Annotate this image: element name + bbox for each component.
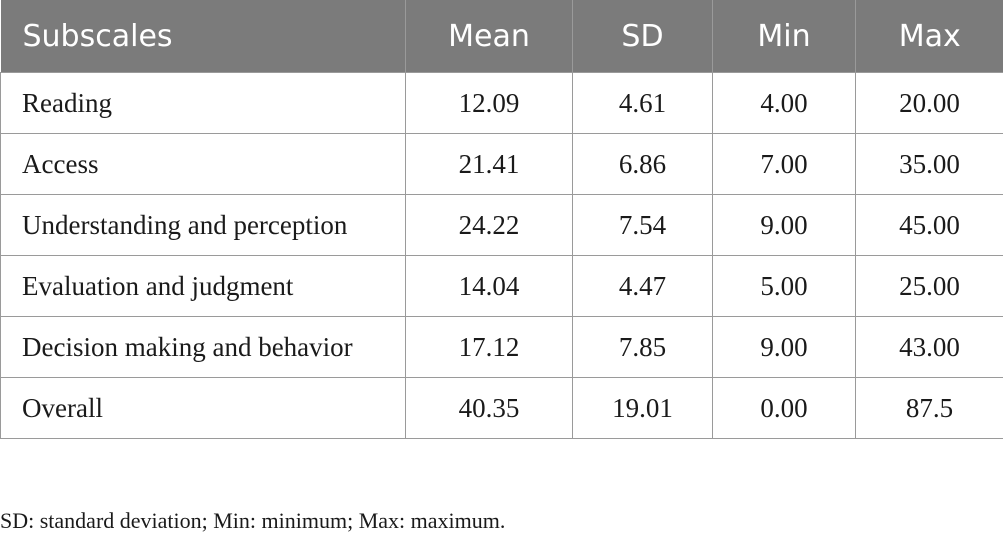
cell-sd: 4.61 — [572, 72, 713, 134]
table-row: Overall 40.35 19.01 0.00 87.5 — [0, 377, 1003, 439]
cell-min: 9.00 — [712, 194, 856, 256]
cell-min: 4.00 — [712, 72, 856, 134]
cell-mean: 12.09 — [405, 72, 573, 134]
cell-subscale: Access — [0, 133, 406, 195]
table-row: Understanding and perception 24.22 7.54 … — [0, 194, 1003, 256]
header-subscales: Subscales — [0, 0, 406, 73]
cell-max: 25.00 — [855, 255, 1003, 317]
cell-max: 20.00 — [855, 72, 1003, 134]
cell-max: 45.00 — [855, 194, 1003, 256]
table-row: Access 21.41 6.86 7.00 35.00 — [0, 133, 1003, 195]
header-sd: SD — [572, 0, 713, 73]
cell-sd: 6.86 — [572, 133, 713, 195]
table-row: Decision making and behavior 17.12 7.85 … — [0, 316, 1003, 378]
cell-sd: 19.01 — [572, 377, 713, 439]
header-min: Min — [712, 0, 856, 73]
table-footnote: SD: standard deviation; Min: minimum; Ma… — [0, 508, 506, 533]
cell-max: 87.5 — [855, 377, 1003, 439]
cell-mean: 17.12 — [405, 316, 573, 378]
cell-max: 43.00 — [855, 316, 1003, 378]
cell-mean: 24.22 — [405, 194, 573, 256]
header-mean: Mean — [405, 0, 573, 73]
cell-mean: 21.41 — [405, 133, 573, 195]
header-max: Max — [855, 0, 1003, 73]
cell-min: 9.00 — [712, 316, 856, 378]
cell-sd: 7.54 — [572, 194, 713, 256]
cell-subscale: Reading — [0, 72, 406, 134]
table-row: Reading 12.09 4.61 4.00 20.00 — [0, 72, 1003, 134]
cell-sd: 4.47 — [572, 255, 713, 317]
cell-subscale: Decision making and behavior — [0, 316, 406, 378]
cell-subscale: Overall — [0, 377, 406, 439]
table-header: Subscales Mean SD Min Max — [0, 0, 1003, 73]
cell-subscale: Understanding and perception — [0, 194, 406, 256]
cell-min: 7.00 — [712, 133, 856, 195]
cell-min: 0.00 — [712, 377, 856, 439]
cell-mean: 14.04 — [405, 255, 573, 317]
subscales-table: Subscales Mean SD Min Max Reading 12.09 … — [0, 0, 1003, 439]
cell-min: 5.00 — [712, 255, 856, 317]
cell-subscale: Evaluation and judgment — [0, 255, 406, 317]
cell-sd: 7.85 — [572, 316, 713, 378]
cell-max: 35.00 — [855, 133, 1003, 195]
table-body: Reading 12.09 4.61 4.00 20.00 Access 21.… — [0, 72, 1003, 439]
subscales-table-container: Subscales Mean SD Min Max Reading 12.09 … — [0, 0, 1003, 439]
table-row: Evaluation and judgment 14.04 4.47 5.00 … — [0, 255, 1003, 317]
cell-mean: 40.35 — [405, 377, 573, 439]
header-row: Subscales Mean SD Min Max — [0, 0, 1003, 73]
